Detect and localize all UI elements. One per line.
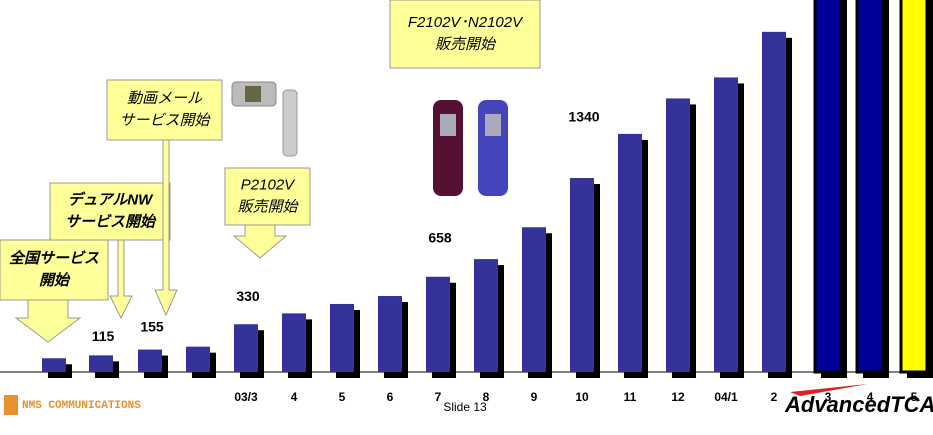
callout-text: デュアルNW	[68, 190, 154, 208]
bar	[234, 324, 258, 372]
callout-text: サービス開始	[65, 213, 157, 230]
company-logo-text: NMS COMMUNICATIONS	[22, 400, 141, 412]
slide-number: Slide 13	[443, 400, 487, 414]
x-tick-label: 7	[435, 390, 442, 404]
bar	[714, 77, 738, 372]
x-tick-label: 4	[291, 390, 298, 404]
bar	[42, 358, 66, 372]
x-tick-label: 9	[531, 390, 538, 404]
bar	[570, 178, 594, 372]
x-tick-label: 3	[825, 390, 832, 404]
bar	[474, 259, 498, 372]
bar	[138, 349, 162, 372]
callout-box	[224, 167, 311, 226]
phone-image	[433, 100, 508, 196]
x-tick-label: 12	[671, 390, 685, 404]
bar	[666, 98, 690, 373]
callout-text: 販売開始	[237, 198, 299, 215]
product-logo: AdvancedTCA	[784, 384, 933, 417]
callout-text: 販売開始	[435, 36, 497, 53]
callout-arrow	[14, 299, 82, 343]
bar	[330, 303, 354, 372]
callout-text: F2102V･N2102V	[408, 14, 524, 31]
callout-text: P2102V	[241, 176, 296, 193]
x-tick-label: 11	[624, 390, 637, 404]
callout-text: 動画メール	[127, 90, 203, 107]
product-logo-text: AdvancedTCA	[784, 392, 933, 417]
x-tick-label: 04/1	[714, 390, 738, 404]
callout-box	[49, 182, 171, 241]
callout: F2102V･N2102V 販売開始	[389, 0, 541, 69]
x-tick-label: 5	[339, 390, 346, 404]
callout: デュアルNW サービス開始	[49, 182, 171, 320]
bar	[186, 346, 210, 372]
x-tick-label: 03/3	[234, 390, 258, 404]
callout-arrow	[109, 239, 133, 320]
bar	[89, 355, 113, 372]
value-label: 115	[92, 328, 115, 344]
value-label: 330	[236, 288, 260, 304]
callout-box	[389, 0, 541, 69]
bar	[899, 0, 929, 374]
callout-text: 開始	[39, 272, 71, 289]
callout: P2102V 販売開始	[224, 167, 311, 259]
x-tick-label: 8	[483, 390, 490, 404]
callout-arrow	[232, 224, 288, 259]
bar	[378, 296, 402, 372]
callout-text: 全国サービス	[9, 249, 99, 267]
value-label: 1340	[568, 109, 599, 125]
x-tick-label: 5	[911, 390, 918, 404]
x-tick-label: 6	[387, 390, 394, 404]
bar	[813, 0, 843, 374]
x-tick-label: 2	[771, 390, 778, 404]
bar	[282, 313, 306, 372]
callout-box	[106, 79, 223, 141]
bar	[855, 0, 885, 374]
value-label: 155	[140, 318, 164, 334]
bar	[618, 133, 642, 372]
bar	[426, 276, 450, 372]
callout-arrow	[154, 139, 178, 317]
bar	[522, 227, 546, 372]
x-tick-label: 10	[575, 390, 589, 404]
callout-text: サービス開始	[119, 112, 211, 129]
phone-image	[231, 81, 298, 157]
bar	[762, 31, 786, 372]
value-label: 658	[428, 229, 452, 245]
x-tick-label: 4	[867, 390, 874, 404]
company-logo: NMS COMMUNICATIONS	[4, 395, 141, 415]
